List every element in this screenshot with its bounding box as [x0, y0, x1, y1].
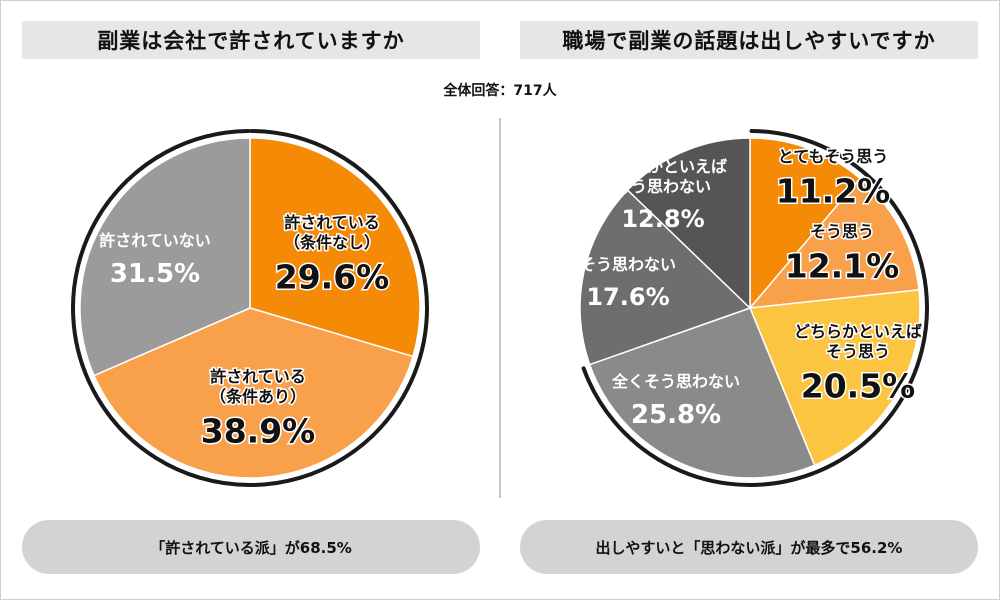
slice-label: 全くそう思わない [611, 372, 740, 391]
slice-label: そう思う [826, 342, 890, 361]
slice-value-label: 31.5% [110, 259, 200, 289]
pie-chart-2: とてもそう思う11.2%そう思う12.1%どちらかといえばそう思う20.5%全く… [579, 129, 929, 487]
slice-label-group: 許されている（条件あり） 38.9% [199, 366, 317, 452]
right-chart-title: 職場で副業の話題は出しやすいですか [520, 21, 978, 59]
pie-slice [79, 137, 251, 377]
slice-value-label: 11.2% [776, 171, 891, 210]
slice-label: （条件あり） [210, 387, 306, 406]
slice-label: そう思う [810, 222, 874, 241]
slice-label-group: 許されていない 31.5% [99, 231, 211, 289]
slice-value-label: 17.6% [586, 283, 669, 311]
slice-label: （条件なし） [284, 233, 380, 252]
slice-label: とてもそう思う [778, 147, 888, 166]
slice-label: 許されている [284, 213, 380, 232]
slice-value-label: 12.8% [621, 205, 704, 233]
slice-label-group: とてもそう思う 11.2% [774, 146, 892, 212]
slice-value-label: 12.1% [785, 246, 900, 285]
slice-label-group: そう思わない 17.6% [580, 255, 676, 311]
left-chart-title: 副業は会社で許されていますか [22, 21, 480, 59]
highlight-arc [71, 129, 429, 487]
left-summary: 「許されている派」が68.5% [22, 520, 480, 574]
slice-label-group: そう思う 12.1% [783, 221, 901, 287]
slice-label: そう思わない [580, 255, 676, 274]
slice-value-label: 38.9% [201, 411, 316, 450]
slice-label: 許されている [210, 367, 306, 386]
slice-label: どちらかといえば [794, 322, 922, 341]
highlight-arc [581, 129, 929, 487]
slice-value-label: 25.8% [631, 400, 721, 430]
slice-value-label: 29.6% [275, 257, 390, 296]
slice-label-group: 許されている（条件なし） 29.6% [273, 212, 391, 298]
slice-label-group: 全くそう思わない 25.8% [611, 372, 740, 430]
slice-label: そう思わない [615, 177, 711, 196]
slice-label: どちらかといえば [599, 157, 727, 176]
pie-slice [748, 289, 921, 467]
pie-slice [579, 189, 752, 366]
total-respondents: 全体回答：717人 [443, 83, 557, 99]
pie-slice [92, 307, 414, 479]
pie-slice [749, 137, 862, 311]
center-divider [499, 118, 501, 498]
pie-slice [748, 177, 920, 309]
slice-label: 許されていない [99, 231, 211, 250]
pie-chart-1: 許されている（条件なし）29.6%許されている（条件あり）38.9%許されていな… [71, 129, 429, 487]
pie-slice [249, 137, 421, 358]
slice-value-label: 20.5% [801, 366, 916, 405]
right-summary: 出しやすいと「思わない派」が最多で56.2% [520, 520, 978, 574]
pie-slice [588, 307, 816, 479]
pie-slice [626, 137, 751, 310]
